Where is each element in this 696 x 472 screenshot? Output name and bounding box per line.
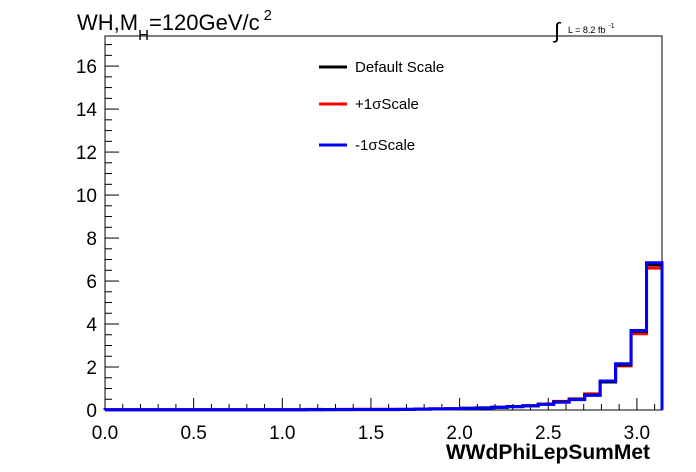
- y-tick-label: 6: [86, 272, 97, 293]
- legend-label-minus-sigma: -1σScale: [355, 137, 415, 154]
- lumi-text: L = 8.2 fb: [568, 25, 605, 35]
- y-tick-label: 8: [86, 229, 97, 250]
- x-tick-label: 2.0: [446, 423, 472, 444]
- x-tick-label: 0.5: [180, 423, 206, 444]
- legend: Default Scale +1σScale -1σScale: [319, 59, 444, 154]
- title-main: WH,M: [77, 10, 138, 35]
- x-tick-label: 1.5: [358, 423, 384, 444]
- x-tick-label: 0.0: [92, 423, 118, 444]
- y-tick-label: 10: [76, 186, 97, 207]
- x-tick-label: 1.0: [269, 423, 295, 444]
- title-rest: =120GeV/c: [149, 10, 260, 35]
- x-axis-label: WWdPhiLepSumMet: [446, 441, 650, 464]
- y-tick-label: 16: [76, 57, 97, 78]
- lumi-label: L = 8.2 fb -1: [568, 23, 615, 35]
- histogram-series: [103, 261, 664, 412]
- y-tick-label: 2: [86, 358, 97, 379]
- y-tick-label: 0: [86, 401, 97, 422]
- x-tick-label: 2.5: [535, 423, 561, 444]
- y-tick-label: 14: [76, 100, 98, 121]
- x-axis: 0.0 0.5 1.0 1.5 2.0 2.5 3.0: [92, 398, 656, 444]
- y-axis: 0 2 4 6 8 10 12 14 16: [76, 44, 119, 422]
- legend-label-plus-sigma: +1σScale: [355, 96, 419, 113]
- title-superscript: 2: [264, 7, 272, 24]
- lumi-integral-sign: ∫: [552, 18, 562, 43]
- y-tick-label: 12: [76, 143, 97, 164]
- lumi-superscript: -1: [608, 23, 614, 30]
- series-minus-sigma: [103, 261, 664, 412]
- legend-label-default: Default Scale: [355, 59, 444, 76]
- y-tick-label: 4: [86, 315, 97, 336]
- x-tick-label: 3.0: [624, 423, 650, 444]
